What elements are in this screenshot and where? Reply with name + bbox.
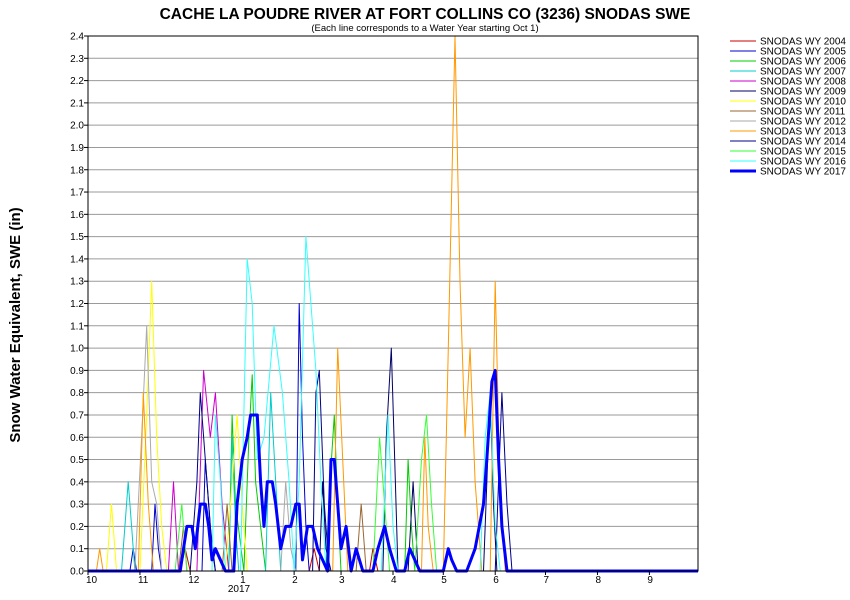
y-axis-label: Snow Water Equivalent, SWE (in) [7, 207, 24, 442]
legend-label: SNODAS WY 2004 [760, 37, 846, 48]
x-tick-label: 10 [86, 575, 98, 586]
legend-label: SNODAS WY 2014 [760, 137, 846, 148]
y-tick-label: 2.4 [70, 32, 84, 43]
x-tick-label: 1 [240, 575, 246, 586]
legend-label: SNODAS WY 2008 [760, 77, 846, 88]
y-tick-label: 0.6 [70, 433, 84, 444]
series-line [121, 392, 282, 572]
y-tick-label: 1.0 [70, 344, 84, 355]
x-tick-label: 6 [493, 575, 499, 586]
legend-label: SNODAS WY 2015 [760, 147, 846, 158]
legend-label: SNODAS WY 2012 [760, 117, 846, 128]
chart-title: CACHE LA POUDRE RIVER AT FORT COLLINS CO… [160, 6, 691, 23]
legend-label: SNODAS WY 2010 [760, 97, 846, 108]
y-tick-label: 2.2 [70, 76, 84, 87]
legend-label: SNODAS WY 2017 [760, 167, 846, 178]
legend-label: SNODAS WY 2009 [760, 87, 846, 98]
y-tick-label: 0.5 [70, 455, 84, 466]
y-tick-label: 0.3 [70, 500, 84, 511]
chart-subtitle: (Each line corresponds to a Water Year s… [311, 23, 538, 34]
legend-label: SNODAS WY 2016 [760, 157, 846, 168]
y-tick-labels: 0.0 0.1 0.2 0.3 0.4 0.5 0.6 0.7 0.8 0.9 1.0 1.1 1.2 1… [70, 32, 88, 578]
y-tick-label: 0.0 [70, 567, 84, 578]
y-tick-label: 1.1 [70, 321, 84, 332]
x-year-label: 2017 [228, 584, 251, 595]
series-line [95, 35, 506, 572]
y-tick-label: 1.9 [70, 143, 84, 154]
x-tick-label: 8 [595, 575, 601, 586]
series-line [179, 548, 379, 572]
y-tick-label: 0.4 [70, 477, 84, 488]
y-tick-label: 1.6 [70, 210, 84, 221]
legend-label: SNODAS WY 2007 [760, 67, 846, 78]
y-tick-label: 1.2 [70, 299, 84, 310]
x-tick-labels: 10 11 12 1 2 3 4 5 6 7 8 9 [86, 571, 653, 586]
y-tick-label: 0.7 [70, 410, 84, 421]
series-line [88, 368, 698, 573]
series-line [134, 325, 297, 572]
y-tick-label: 1.8 [70, 165, 84, 176]
y-tick-label: 1.3 [70, 277, 84, 288]
legend-label: SNODAS WY 2005 [760, 47, 846, 58]
y-tick-label: 1.7 [70, 188, 84, 199]
y-tick-label: 2.0 [70, 121, 84, 132]
x-tick-label: 7 [544, 575, 550, 586]
legend-label: SNODAS WY 2013 [760, 127, 846, 138]
y-tick-label: 0.1 [70, 544, 84, 555]
y-tick-label: 2.1 [70, 98, 84, 109]
x-tick-label: 9 [647, 575, 653, 586]
x-tick-label: 12 [188, 575, 200, 586]
y-tick-label: 0.2 [70, 522, 84, 533]
legend-label: SNODAS WY 2011 [760, 107, 846, 118]
y-tick-label: 0.9 [70, 366, 84, 377]
x-tick-label: 4 [391, 575, 397, 586]
y-tick-label: 0.8 [70, 388, 84, 399]
x-tick-label: 5 [441, 575, 447, 586]
x-tick-label: 2 [292, 575, 298, 586]
y-tick-label: 1.4 [70, 254, 84, 265]
x-tick-label: 11 [138, 575, 149, 586]
y-tick-label: 2.3 [70, 54, 84, 65]
legend-label: SNODAS WY 2006 [760, 57, 846, 68]
y-tick-label: 1.5 [70, 232, 84, 243]
series-line [167, 369, 230, 572]
x-tick-label: 3 [339, 575, 345, 586]
